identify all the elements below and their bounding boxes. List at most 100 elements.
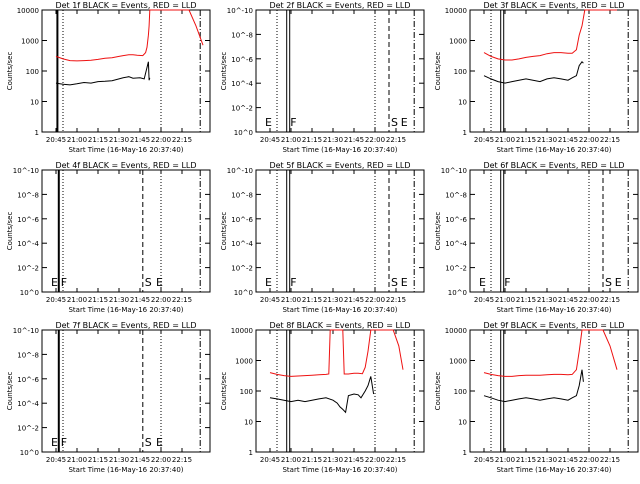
marker-label: F <box>290 116 296 129</box>
x-tick-label: 21:00 <box>281 456 301 464</box>
x-axis-label: Start Time (16-May-16 20:37:40) <box>68 146 183 154</box>
y-tick-label: 10^-4 <box>231 240 253 248</box>
x-tick-label: 21:15 <box>516 456 536 464</box>
marker-label: E <box>51 436 58 449</box>
chart-panel-7: Det 7f BLACK = Events, RED = LLD Counts/s… <box>6 321 211 474</box>
x-tick-label: 20:45 <box>474 456 494 464</box>
x-tick-label: 22:15 <box>386 456 406 464</box>
y-tick-label: 10^-10 <box>441 167 467 175</box>
x-tick-label: 20:45 <box>46 136 66 144</box>
x-axis-label: Start Time (16-May-16 20:37:40) <box>282 146 397 154</box>
plot-frame <box>469 329 639 453</box>
x-tick-label: 21:45 <box>558 136 578 144</box>
x-tick-label: 21:30 <box>323 296 343 304</box>
x-tick-label: 21:15 <box>302 296 322 304</box>
y-axis-label: Counts/sec <box>220 212 228 251</box>
plot-frame <box>41 329 211 453</box>
chart-title: Det 1f BLACK = Events, RED = LLD <box>55 1 196 10</box>
series-line-lld <box>269 329 404 377</box>
x-axis-label: Start Time (16-May-16 20:37:40) <box>282 466 397 474</box>
chart-title: Det 7f BLACK = Events, RED = LLD <box>55 321 196 330</box>
marker-label: F <box>61 276 67 289</box>
y-tick-label: 10^-4 <box>231 80 253 88</box>
x-tick-label: 21:30 <box>537 456 557 464</box>
x-tick-label: 20:45 <box>260 136 280 144</box>
y-tick-label: 10^-10 <box>227 7 253 15</box>
x-axis-label: Start Time (16-May-16 20:37:40) <box>68 306 183 314</box>
y-tick-label: 10^-10 <box>227 167 253 175</box>
x-tick-label: 21:30 <box>109 136 129 144</box>
y-axis-label: Counts/sec <box>6 52 14 91</box>
marker-label: E <box>51 276 58 289</box>
x-tick-label: 21:45 <box>130 136 150 144</box>
plot-frame <box>41 169 211 293</box>
y-tick-label: 10^0 <box>20 449 39 457</box>
x-tick-label: 22:15 <box>386 296 406 304</box>
marker-label: E <box>156 276 163 289</box>
chart-panel-2: Det 2f BLACK = Events, RED = LLD Counts/s… <box>220 1 425 154</box>
x-tick-label: 20:45 <box>46 456 66 464</box>
x-tick-label: 22:00 <box>151 456 171 464</box>
x-tick-label: 21:00 <box>495 296 515 304</box>
y-tick-label: 1000 <box>449 358 467 366</box>
x-tick-label: 21:15 <box>302 456 322 464</box>
x-tick-label: 21:30 <box>109 296 129 304</box>
x-tick-label: 22:15 <box>172 456 192 464</box>
y-axis-label: Counts/sec <box>220 372 228 411</box>
y-tick-label: 1 <box>35 129 39 137</box>
y-tick-label: 10 <box>458 99 467 107</box>
x-tick-label: 21:30 <box>323 456 343 464</box>
marker-label: S <box>605 276 612 289</box>
x-tick-label: 21:30 <box>109 456 129 464</box>
x-tick-label: 22:00 <box>579 456 599 464</box>
x-tick-label: 21:45 <box>558 296 578 304</box>
y-tick-label: 10^-2 <box>231 265 253 273</box>
y-tick-label: 10000 <box>445 7 467 15</box>
x-tick-label: 22:00 <box>151 136 171 144</box>
y-axis-label: Counts/sec <box>434 372 442 411</box>
y-tick-label: 10^-8 <box>231 31 253 39</box>
x-tick-label: 21:15 <box>516 296 536 304</box>
plot-frame <box>41 9 211 133</box>
y-tick-label: 10^-8 <box>445 191 467 199</box>
x-axis-label: Start Time (16-May-16 20:37:40) <box>496 146 611 154</box>
x-tick-label: 21:00 <box>495 456 515 464</box>
chart-title: Det 9f BLACK = Events, RED = LLD <box>483 321 624 330</box>
y-tick-label: 1000 <box>235 358 253 366</box>
x-tick-label: 21:15 <box>88 296 108 304</box>
x-tick-label: 21:45 <box>344 296 364 304</box>
plot-frame <box>255 169 425 293</box>
x-axis-label: Start Time (16-May-16 20:37:40) <box>496 466 611 474</box>
x-tick-label: 22:15 <box>600 456 620 464</box>
y-tick-label: 10^-2 <box>231 105 253 113</box>
y-tick-label: 1 <box>463 129 467 137</box>
x-tick-label: 20:45 <box>474 136 494 144</box>
chart-panel-5: Det 5f BLACK = Events, RED = LLD Counts/s… <box>220 161 425 314</box>
y-tick-label: 1 <box>249 449 253 457</box>
x-tick-label: 21:00 <box>495 136 515 144</box>
y-tick-label: 100 <box>454 388 467 396</box>
series-line-events <box>483 369 584 403</box>
x-tick-label: 21:45 <box>558 456 578 464</box>
marker-label: E <box>401 116 408 129</box>
x-tick-label: 20:45 <box>46 296 66 304</box>
y-tick-label: 10 <box>244 419 253 427</box>
x-tick-label: 21:45 <box>130 456 150 464</box>
x-axis-label: Start Time (16-May-16 20:37:40) <box>68 466 183 474</box>
x-tick-label: 20:45 <box>260 296 280 304</box>
y-tick-label: 10^-8 <box>17 351 39 359</box>
x-tick-label: 22:15 <box>386 136 406 144</box>
y-tick-label: 10000 <box>231 327 253 335</box>
marker-label: E <box>265 276 272 289</box>
y-tick-label: 10000 <box>445 327 467 335</box>
x-tick-label: 22:15 <box>600 136 620 144</box>
series-line-lld <box>483 329 618 377</box>
y-tick-label: 10^-2 <box>445 265 467 273</box>
x-tick-label: 21:00 <box>67 456 87 464</box>
y-tick-label: 10^-10 <box>13 167 39 175</box>
x-tick-label: 21:00 <box>67 136 87 144</box>
y-axis-label: Counts/sec <box>6 372 14 411</box>
chart-title: Det 3f BLACK = Events, RED = LLD <box>483 1 624 10</box>
y-axis-label: Counts/sec <box>220 52 228 91</box>
marker-label: S <box>391 276 398 289</box>
